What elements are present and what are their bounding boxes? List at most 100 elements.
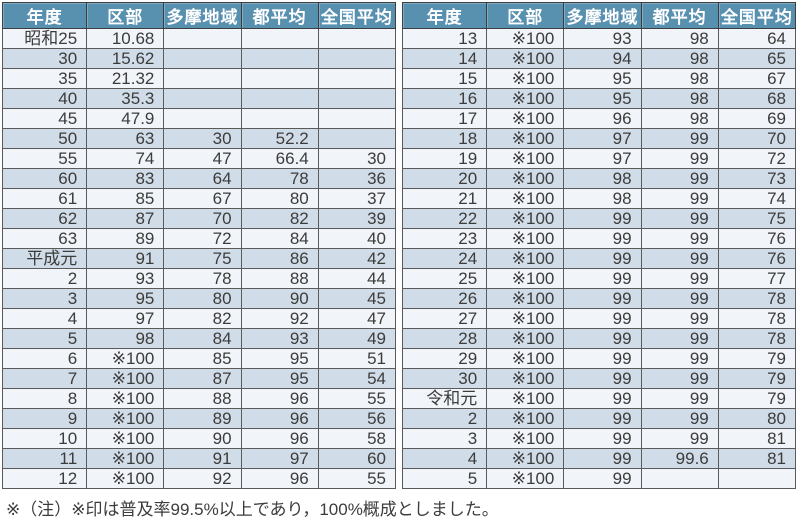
value-cell: 75 — [717, 208, 797, 229]
table-row: 15 ※100 95 98 67 — [401, 68, 797, 89]
year-cell: 2 — [1, 268, 88, 289]
value-cell: 37 — [317, 188, 397, 209]
table-row: 3 ※100 99 99 81 — [401, 428, 797, 449]
value-cell: 99 — [640, 148, 719, 169]
value-cell: ※100 — [486, 368, 565, 389]
year-cell: 9 — [1, 408, 88, 429]
year-cell: 8 — [1, 388, 88, 409]
value-cell: 97 — [563, 148, 642, 169]
value-cell: ※100 — [486, 248, 565, 269]
value-cell: 70 — [717, 128, 797, 149]
value-cell: 99 — [640, 208, 719, 229]
column-header: 多摩地域 — [163, 2, 242, 29]
table-row: 16 ※100 95 98 68 — [401, 88, 797, 109]
year-cell: 20 — [401, 168, 488, 189]
value-cell: 65 — [717, 48, 797, 69]
value-cell: ※100 — [486, 108, 565, 129]
year-cell: 11 — [1, 448, 88, 469]
table-row: 18 ※100 97 99 70 — [401, 128, 797, 149]
value-cell: 99 — [640, 388, 719, 409]
value-cell: 99 — [563, 308, 642, 329]
value-cell: 99 — [640, 168, 719, 189]
value-cell: ※100 — [486, 348, 565, 369]
year-cell: 12 — [1, 468, 88, 489]
value-cell: 99 — [563, 468, 642, 489]
year-cell: 62 — [1, 208, 88, 229]
value-cell: 99 — [640, 248, 719, 269]
year-cell: 22 — [401, 208, 488, 229]
value-cell: 76 — [717, 248, 797, 269]
value-cell: 92 — [163, 468, 242, 489]
value-cell: 96 — [240, 408, 319, 429]
table-row: 3 95 80 90 45 — [1, 288, 397, 309]
value-cell: ※100 — [86, 368, 165, 389]
value-cell: 97 — [240, 448, 319, 469]
table-row: 平成元 91 75 86 42 — [1, 248, 397, 269]
value-cell: ※100 — [486, 268, 565, 289]
left-table-header-row: 年度 区部 多摩地域 都平均 全国平均 — [1, 2, 397, 29]
left-table-body: 昭和25 10.68 30 15.62 35 21.32 40 35.3 45 47.9 50 63 3… — [1, 28, 397, 489]
year-cell: 13 — [401, 28, 488, 49]
value-cell: 98 — [563, 168, 642, 189]
year-cell: 3 — [401, 428, 488, 449]
table-row: 20 ※100 98 99 73 — [401, 168, 797, 189]
year-cell: 7 — [1, 368, 88, 389]
value-cell: 30 — [317, 148, 397, 169]
column-header: 多摩地域 — [563, 2, 642, 29]
value-cell: ※100 — [486, 68, 565, 89]
table-row: 19 ※100 97 99 72 — [401, 148, 797, 169]
value-cell: 66.4 — [240, 148, 319, 169]
value-cell: 88 — [163, 388, 242, 409]
column-header: 区部 — [86, 2, 165, 29]
table-row: 2 ※100 99 99 80 — [401, 408, 797, 429]
value-cell: 94 — [563, 48, 642, 69]
table-row: 45 47.9 — [1, 108, 397, 129]
footnote: ※（注）※印は普及率99.5%以上であり，100%概成としました。 — [6, 500, 499, 519]
value-cell: 82 — [240, 208, 319, 229]
value-cell: ※100 — [486, 28, 565, 49]
table-row: 25 ※100 99 99 77 — [401, 268, 797, 289]
value-cell: 91 — [86, 248, 165, 269]
value-cell: 99 — [563, 288, 642, 309]
value-cell: 99 — [563, 368, 642, 389]
value-cell: 47 — [163, 148, 242, 169]
year-cell: 5 — [401, 468, 488, 489]
value-cell: 95 — [86, 288, 165, 309]
year-cell: 15 — [401, 68, 488, 89]
value-cell: 99 — [640, 188, 719, 209]
value-cell: ※100 — [86, 348, 165, 369]
value-cell — [317, 48, 397, 69]
value-cell: 63 — [86, 128, 165, 149]
value-cell: 67 — [163, 188, 242, 209]
value-cell: 87 — [86, 208, 165, 229]
value-cell: 86 — [240, 248, 319, 269]
value-cell — [317, 88, 397, 109]
value-cell: ※100 — [486, 128, 565, 149]
table-row: 27 ※100 99 99 78 — [401, 308, 797, 329]
value-cell: 99 — [640, 308, 719, 329]
value-cell: 99 — [563, 328, 642, 349]
value-cell: 97 — [86, 308, 165, 329]
table-row: 11 ※100 91 97 60 — [1, 448, 397, 469]
value-cell: 84 — [240, 228, 319, 249]
value-cell: 45 — [317, 288, 397, 309]
year-cell: 令和元 — [401, 388, 488, 409]
table-row: 4 97 82 92 47 — [1, 308, 397, 329]
year-cell: 40 — [1, 88, 88, 109]
year-cell: 50 — [1, 128, 88, 149]
table-row: 4 ※100 99 99.6 81 — [401, 448, 797, 469]
value-cell — [640, 468, 719, 489]
value-cell: 15.62 — [86, 48, 165, 69]
value-cell: 52.2 — [240, 128, 319, 149]
value-cell: ※100 — [486, 388, 565, 409]
table-row: 14 ※100 94 98 65 — [401, 48, 797, 69]
value-cell: 58 — [317, 428, 397, 449]
value-cell: 95 — [240, 348, 319, 369]
year-cell: 29 — [401, 348, 488, 369]
table-row: 60 83 64 78 36 — [1, 168, 397, 189]
value-cell: ※100 — [486, 168, 565, 189]
value-cell: 56 — [317, 408, 397, 429]
value-cell: 78 — [717, 288, 797, 309]
value-cell: 72 — [717, 148, 797, 169]
value-cell: 96 — [563, 108, 642, 129]
